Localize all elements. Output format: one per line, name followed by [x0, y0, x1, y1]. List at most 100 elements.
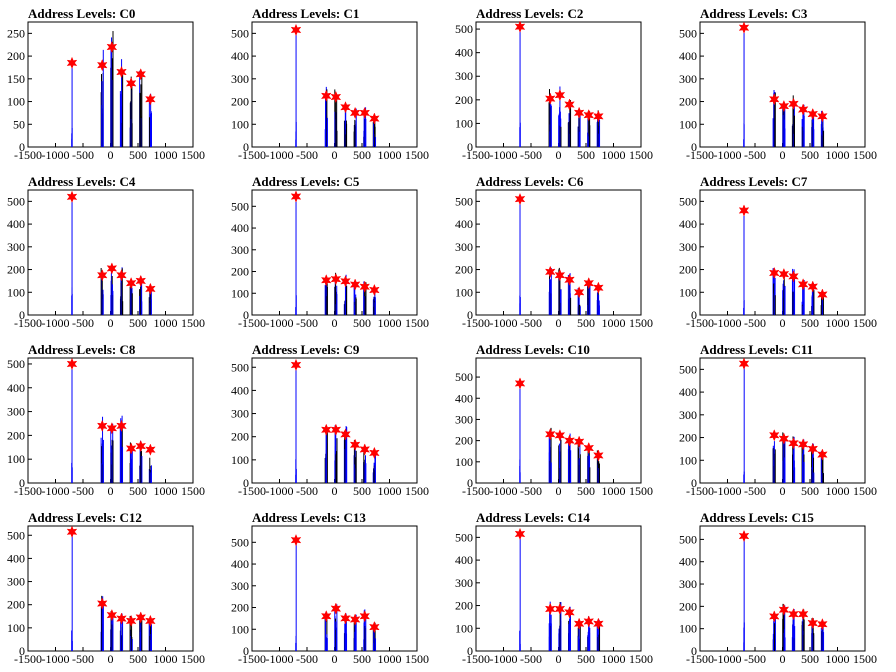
peak-marker [349, 278, 361, 291]
x-tick-label: 1500 [405, 148, 429, 162]
y-tick-label: 0 [243, 140, 249, 154]
y-tick-label: 500 [7, 357, 25, 371]
x-tick-label: 0 [332, 484, 338, 498]
peak-marker [145, 93, 156, 106]
peak-marker [290, 533, 302, 547]
peak-marker [340, 612, 351, 625]
peak-marker [96, 597, 108, 610]
peak-marker [330, 90, 342, 104]
y-tick-label: 200 [231, 601, 249, 615]
y-tick-label: 200 [455, 263, 473, 277]
y-tick-label: 300 [7, 405, 25, 419]
y-tick-label: 0 [19, 644, 25, 658]
y-tick-label: 150 [7, 72, 25, 86]
peak-marker [778, 99, 790, 113]
y-tick-label: 100 [679, 117, 697, 131]
y-tick-label: 500 [7, 194, 25, 208]
peak-marker [564, 98, 575, 111]
x-tick-label: 0 [556, 316, 562, 330]
x-tick-label: 1000 [826, 652, 850, 666]
peak-marker [116, 65, 127, 79]
x-tick-label: 1500 [629, 316, 653, 330]
y-tick-label: 200 [7, 49, 25, 63]
peak-marker [320, 610, 332, 623]
chart-title: Address Levels: C12 [28, 510, 142, 525]
plot-frame [475, 525, 642, 652]
x-tick-label: -1500 [686, 316, 714, 330]
y-tick-label: 0 [19, 476, 25, 490]
y-tick-label: 500 [231, 360, 249, 374]
peak-marker [349, 106, 361, 120]
y-tick-label: 0 [467, 140, 473, 154]
x-tick-label: 1000 [154, 652, 178, 666]
x-tick-label: 500 [577, 652, 595, 666]
peak-marker [593, 449, 604, 462]
peak-marker [807, 280, 819, 293]
y-tick-label: 500 [455, 22, 473, 36]
peak-marker [116, 269, 127, 282]
x-tick-label: 1500 [405, 652, 429, 666]
peak-marker [340, 428, 351, 441]
peak-marker [359, 443, 371, 456]
x-tick-label: 500 [801, 652, 819, 666]
x-tick-label: -500 [520, 148, 542, 162]
peak-marker [125, 277, 137, 290]
peak-marker [593, 281, 604, 294]
x-tick-label: 1500 [629, 484, 653, 498]
y-tick-label: 400 [7, 217, 25, 231]
peak-marker [788, 437, 799, 450]
peak-marker [564, 434, 575, 447]
chart-panel-15: Address Levels: C15 0 100 200 300 400 500 -1500… [679, 510, 877, 666]
peak-marker [788, 270, 799, 283]
peak-marker [544, 602, 556, 616]
x-tick-label: -500 [744, 484, 766, 498]
peak-marker [797, 438, 809, 451]
y-tick-label: 300 [679, 408, 697, 422]
y-tick-label: 400 [679, 49, 697, 63]
peak-marker [788, 607, 799, 621]
y-tick-label: 500 [7, 528, 25, 542]
x-tick-label: 0 [332, 316, 338, 330]
x-tick-label: 1000 [154, 316, 178, 330]
peak-marker [797, 103, 809, 116]
y-tick-label: 400 [455, 553, 473, 567]
x-tick-label: -1500 [238, 652, 266, 666]
x-tick-label: -500 [72, 484, 94, 498]
peak-marker [573, 286, 585, 299]
peak-marker [135, 439, 147, 453]
y-tick-label: 300 [679, 72, 697, 86]
x-tick-label: -1000 [266, 148, 294, 162]
peak-marker [817, 110, 828, 123]
x-tick-label: -500 [296, 148, 318, 162]
y-tick-label: 100 [679, 622, 697, 636]
x-tick-label: 500 [353, 652, 371, 666]
chart-panel-8: Address Levels: C80100200300400500-1500-… [7, 342, 205, 498]
x-tick-label: 0 [332, 148, 338, 162]
x-tick-label: 500 [129, 652, 147, 666]
peak-marker [768, 93, 780, 106]
y-tick-label: 100 [231, 622, 249, 636]
y-tick-label: 400 [7, 551, 25, 565]
chart-panel-14: Address Levels: C14 0 100 200 300 400 500 -1500… [455, 510, 653, 666]
x-tick-label: 0 [780, 484, 786, 498]
x-tick-label: -500 [296, 484, 318, 498]
peak-marker [369, 620, 380, 634]
peak-marker [320, 423, 332, 436]
y-tick-label: 100 [455, 621, 473, 635]
chart-panel-9: Address Levels: C90100200300400500-1500-… [231, 342, 429, 498]
x-tick-label: -500 [744, 148, 766, 162]
x-tick-label: 500 [577, 148, 595, 162]
peak-marker [290, 358, 302, 372]
y-tick-label: 100 [455, 285, 473, 299]
peak-marker [738, 21, 750, 34]
y-tick-label: 100 [7, 285, 25, 299]
peak-marker [514, 527, 526, 541]
x-tick-label: 0 [780, 148, 786, 162]
peak-marker [340, 101, 351, 114]
x-tick-label: 0 [108, 652, 114, 666]
x-tick-label: 1500 [853, 148, 877, 162]
chart-title: Address Levels: C11 [700, 342, 813, 357]
x-tick-label: -1500 [462, 148, 490, 162]
peak-marker [554, 602, 566, 616]
peak-marker [66, 56, 78, 70]
